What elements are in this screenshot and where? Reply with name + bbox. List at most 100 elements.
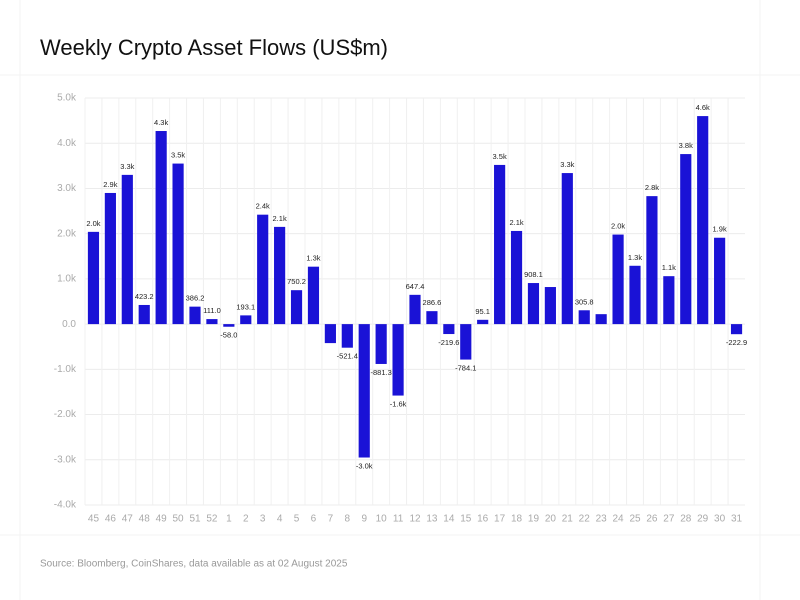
- bar: [392, 324, 404, 396]
- value-label: 1.3k: [306, 254, 320, 263]
- x-tick-label: 50: [173, 514, 185, 525]
- x-tick-label: 20: [545, 514, 557, 525]
- value-label: 423.2: [135, 292, 154, 301]
- bar: [324, 324, 336, 344]
- value-label: -222.9: [726, 338, 747, 347]
- value-label: 2.8k: [645, 183, 659, 192]
- x-tick-label: 25: [629, 514, 641, 525]
- bar: [595, 314, 607, 325]
- y-tick-label: -2.0k: [54, 409, 77, 420]
- bar: [426, 311, 438, 325]
- bar: [697, 116, 709, 325]
- value-label: 2.0k: [86, 219, 100, 228]
- y-tick-label: 5.0k: [57, 93, 77, 104]
- value-label: 3.3k: [560, 160, 574, 169]
- x-tick-label: 30: [714, 514, 726, 525]
- y-tick-label: -4.0k: [54, 500, 77, 511]
- bar: [409, 294, 421, 325]
- bar: [578, 310, 590, 325]
- value-label: 3.3k: [120, 162, 134, 171]
- x-tick-label: 1: [226, 514, 232, 525]
- x-tick-label: 49: [156, 514, 168, 525]
- x-tick-label: 48: [139, 514, 151, 525]
- x-tick-label: 5: [294, 514, 300, 525]
- x-tick-label: 17: [494, 514, 506, 525]
- value-label: 111.0: [203, 306, 221, 315]
- value-label: 3.8k: [679, 141, 693, 150]
- bar: [240, 315, 252, 325]
- value-label: 4.3k: [154, 118, 168, 127]
- bar: [155, 131, 167, 325]
- x-tick-label: 28: [680, 514, 692, 525]
- value-label: 908.1: [524, 270, 543, 279]
- bar: [663, 276, 675, 325]
- bar: [460, 324, 472, 360]
- bar: [223, 324, 235, 327]
- bar: [307, 266, 320, 325]
- source-note: Source: Bloomberg, CoinShares, data avai…: [40, 559, 348, 570]
- value-label: -881.3: [371, 368, 392, 377]
- value-label: 4.6k: [696, 103, 710, 112]
- value-label: 1.9k: [713, 225, 727, 234]
- x-tick-label: 16: [477, 514, 489, 525]
- bar: [494, 164, 506, 325]
- x-tick-label: 29: [697, 514, 709, 525]
- bar: [87, 231, 100, 325]
- bar: [138, 304, 150, 325]
- value-label: 1.3k: [628, 253, 642, 262]
- bar: [206, 319, 218, 325]
- bar: [646, 196, 658, 325]
- x-tick-label: 15: [460, 514, 472, 525]
- value-label: 2.1k: [509, 218, 523, 227]
- x-tick-label: 4: [277, 514, 283, 525]
- x-tick-label: 14: [443, 514, 455, 525]
- chart-title: Weekly Crypto Asset Flows (US$m): [40, 35, 388, 60]
- y-tick-label: 2.0k: [57, 228, 77, 239]
- bar: [730, 324, 743, 335]
- value-label: 386.2: [186, 294, 205, 303]
- x-tick-label: 11: [393, 514, 404, 525]
- y-tick-label: -3.0k: [54, 454, 77, 465]
- value-label: -3.0k: [356, 462, 373, 471]
- value-label: 286.6: [423, 298, 442, 307]
- bar: [544, 287, 556, 325]
- bar: [561, 173, 573, 325]
- bar: [172, 163, 184, 325]
- x-tick-label: 13: [426, 514, 438, 525]
- bar: [341, 324, 353, 348]
- bar: [121, 174, 133, 325]
- y-tick-label: 4.0k: [57, 138, 77, 149]
- bar: [612, 234, 624, 325]
- bar: [104, 192, 116, 325]
- x-tick-label: 2: [243, 514, 249, 525]
- value-label: 3.5k: [171, 151, 185, 160]
- bar: [274, 226, 286, 325]
- value-label: 3.5k: [493, 152, 507, 161]
- x-tick-label: 10: [376, 514, 388, 525]
- value-label: 305.8: [575, 297, 594, 306]
- x-tick-label: 23: [596, 514, 608, 525]
- bar: [477, 319, 489, 325]
- value-label: 2.9k: [103, 180, 117, 189]
- value-label: 193.1: [236, 302, 255, 311]
- x-tick-label: 19: [528, 514, 540, 525]
- x-tick-label: 51: [189, 514, 201, 525]
- bar: [189, 306, 201, 325]
- bar: [358, 324, 370, 458]
- value-label: 95.1: [475, 307, 490, 316]
- x-tick-label: 18: [511, 514, 523, 525]
- bar: [510, 230, 523, 325]
- x-tick-label: 12: [409, 514, 421, 525]
- x-tick-label: 21: [562, 514, 574, 525]
- x-tick-label: 31: [731, 514, 743, 525]
- x-tick-label: 8: [345, 514, 351, 525]
- bar: [714, 237, 726, 325]
- x-tick-label: 6: [311, 514, 317, 525]
- value-label: 2.1k: [273, 214, 287, 223]
- value-label: 1.1k: [662, 263, 676, 272]
- x-tick-label: 45: [88, 514, 100, 525]
- value-label: 647.4: [406, 282, 425, 291]
- bar: [527, 283, 540, 325]
